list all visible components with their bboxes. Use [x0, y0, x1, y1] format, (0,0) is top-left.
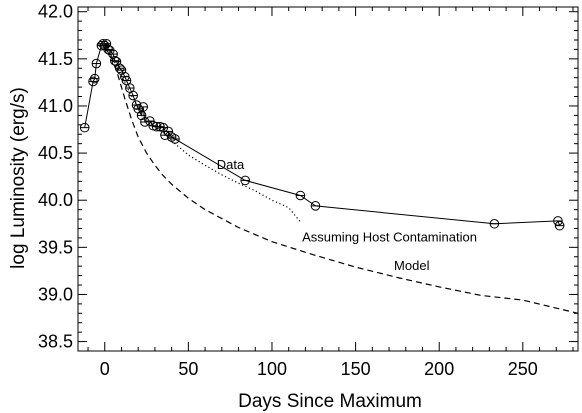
y-tick-label: 41.0: [38, 96, 73, 116]
x-tick-label: 100: [257, 359, 287, 379]
data-series-line: [84, 42, 561, 226]
annotation-label: Model: [394, 258, 430, 273]
x-tick-label: 250: [508, 359, 538, 379]
y-axis-title: log Luminosity (erg/s): [8, 87, 29, 269]
annotation-label: Data: [217, 157, 245, 172]
plot-frame: [77, 6, 579, 352]
annotation-label: Assuming Host Contamination: [302, 230, 477, 245]
y-axis-ticks: 38.5 39.0 39.5 40.0 40.5 41.0 41.5 42.0: [38, 2, 578, 352]
x-axis-ticks: 0 50 100 150 200 250: [87, 7, 574, 379]
annotations: Data Assuming Host Contamination Model: [217, 157, 477, 273]
x-axis-title: Days Since Maximum: [238, 391, 422, 412]
host-contamination-line: [104, 45, 301, 223]
x-tick-label: 150: [341, 359, 371, 379]
y-tick-label: 41.5: [38, 49, 73, 69]
y-tick-label: 40.5: [38, 143, 73, 163]
axes: [77, 6, 579, 352]
x-tick-label: 0: [100, 359, 110, 379]
y-tick-label: 40.0: [38, 190, 73, 210]
y-tick-label: 42.0: [38, 2, 73, 22]
x-tick-label: 50: [178, 359, 198, 379]
series-lines: [84, 42, 579, 314]
y-tick-label: 39.5: [38, 237, 73, 257]
data-markers: [79, 38, 565, 231]
y-tick-label: 39.0: [38, 284, 73, 304]
x-tick-label: 200: [424, 359, 454, 379]
model-line: [104, 47, 579, 314]
y-tick-label: 38.5: [38, 332, 73, 352]
